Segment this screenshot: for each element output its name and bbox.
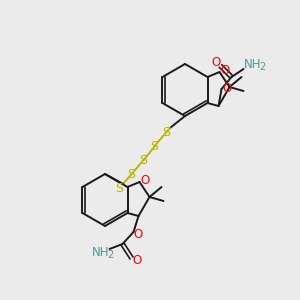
Text: 2: 2	[260, 62, 266, 72]
Text: S: S	[127, 169, 135, 182]
Text: S: S	[150, 140, 158, 154]
Text: NH: NH	[244, 58, 261, 71]
Text: S: S	[115, 182, 123, 196]
Text: O: O	[140, 173, 149, 187]
Text: O: O	[220, 64, 229, 76]
Text: S: S	[162, 127, 170, 140]
Text: NH: NH	[92, 245, 109, 259]
Text: 2: 2	[107, 250, 114, 260]
Text: O: O	[132, 254, 141, 268]
Text: S: S	[139, 154, 147, 167]
Text: O: O	[211, 56, 220, 68]
Text: O: O	[133, 227, 142, 241]
Text: O: O	[222, 82, 231, 94]
